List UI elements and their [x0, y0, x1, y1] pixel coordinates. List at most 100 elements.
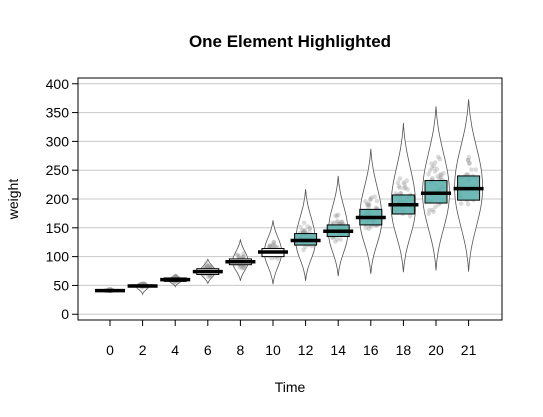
data-point — [207, 263, 212, 269]
data-point — [339, 219, 345, 225]
data-point — [335, 218, 340, 224]
data-point — [437, 176, 442, 181]
data-point — [402, 186, 407, 191]
x-tick-label: 12 — [298, 342, 314, 358]
data-point — [438, 172, 444, 178]
data-point — [402, 182, 407, 187]
data-point — [234, 252, 240, 258]
data-point — [427, 168, 433, 173]
data-point — [434, 166, 440, 172]
data-point — [206, 263, 211, 268]
data-point — [203, 261, 209, 266]
data-point — [367, 197, 373, 203]
data-point — [465, 157, 471, 163]
x-tick-label: 6 — [204, 342, 212, 358]
x-tick-label: 10 — [265, 342, 281, 358]
data-point — [302, 229, 307, 235]
data-point — [466, 154, 472, 160]
data-point — [333, 239, 338, 244]
y-axis-label: weight — [5, 179, 21, 221]
data-point — [330, 220, 335, 225]
data-point — [426, 172, 431, 177]
data-point — [301, 220, 307, 226]
data-point — [395, 180, 401, 185]
data-point — [270, 243, 276, 248]
data-point — [235, 253, 241, 258]
data-point — [464, 172, 470, 177]
data-point — [366, 205, 371, 210]
data-point — [237, 265, 242, 270]
data-point — [366, 226, 372, 231]
data-point — [365, 201, 371, 207]
data-point — [430, 207, 435, 213]
data-point — [364, 202, 370, 207]
data-point — [441, 171, 446, 176]
data-point — [405, 187, 411, 192]
data-point — [438, 172, 443, 177]
data-point — [430, 175, 435, 181]
data-point — [473, 167, 479, 172]
data-point — [205, 263, 210, 269]
data-point — [241, 265, 247, 270]
x-tick-label: 16 — [363, 342, 379, 358]
data-point — [436, 154, 441, 160]
data-point — [241, 254, 246, 260]
data-point — [271, 242, 276, 248]
data-point — [467, 160, 472, 166]
data-point — [372, 194, 378, 200]
data-point — [431, 209, 436, 215]
data-point — [236, 254, 242, 259]
x-tick-label: 4 — [171, 342, 179, 358]
data-point — [271, 239, 277, 245]
x-tick-label: 8 — [237, 342, 245, 358]
data-point — [401, 180, 407, 185]
data-point — [407, 213, 413, 219]
y-tick-label: 250 — [46, 162, 70, 178]
data-point — [432, 160, 438, 165]
data-point — [403, 185, 408, 190]
data-point — [173, 273, 178, 279]
y-tick-label: 300 — [46, 133, 70, 149]
data-point — [208, 274, 213, 280]
data-point — [363, 225, 369, 231]
data-point — [438, 175, 444, 180]
data-point — [241, 265, 247, 271]
data-point — [241, 251, 246, 256]
data-point — [307, 225, 313, 231]
x-tick-label: 2 — [139, 342, 147, 358]
data-point — [301, 229, 306, 234]
data-point — [396, 184, 402, 189]
x-axis-label: Time — [275, 379, 306, 395]
data-point — [430, 165, 435, 171]
data-point — [173, 273, 179, 279]
data-point — [268, 244, 273, 249]
data-point — [374, 198, 380, 204]
y-axis: 0 50 100 150 200 250 300 350 400 — [46, 76, 78, 322]
x-tick-label: 0 — [106, 342, 114, 358]
data-point — [369, 195, 374, 200]
data-point — [432, 169, 438, 174]
boxes — [95, 175, 484, 293]
data-point — [333, 213, 338, 218]
data-point — [338, 220, 343, 226]
y-tick-label: 350 — [46, 105, 70, 121]
data-point — [271, 240, 276, 245]
data-point — [404, 178, 410, 183]
data-point — [240, 266, 245, 271]
data-point — [437, 156, 443, 162]
data-point — [397, 176, 403, 181]
x-tick-label: 20 — [428, 342, 444, 358]
data-point — [366, 203, 371, 208]
data-point — [173, 273, 178, 279]
data-point — [427, 207, 432, 213]
y-tick-label: 100 — [46, 249, 70, 265]
y-tick-label: 200 — [46, 191, 70, 207]
data-point — [426, 211, 432, 216]
data-point — [465, 157, 471, 163]
data-point — [302, 227, 308, 233]
data-point — [205, 274, 211, 280]
x-tick-label: 18 — [396, 342, 412, 358]
data-point — [397, 185, 403, 191]
